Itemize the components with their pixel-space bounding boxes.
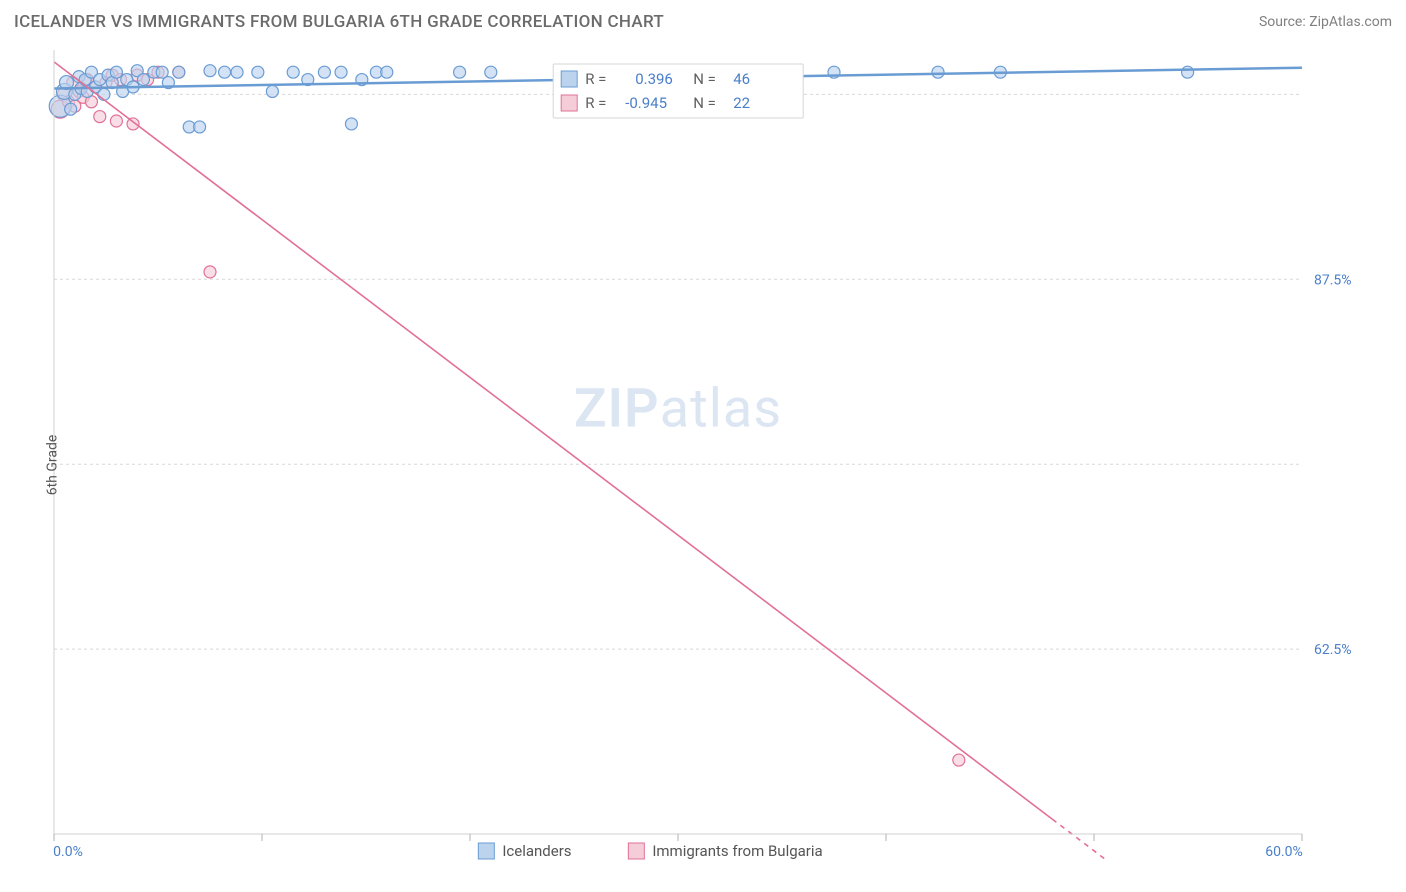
legend-swatch-bulgaria xyxy=(628,843,644,859)
stats-swatch-blue xyxy=(561,71,577,87)
data-point-icelanders xyxy=(485,66,497,78)
data-point-icelanders xyxy=(345,118,357,130)
data-point-icelanders xyxy=(110,66,122,78)
data-point-icelanders xyxy=(1182,66,1194,78)
chart-header: ICELANDER VS IMMIGRANTS FROM BULGARIA 6T… xyxy=(0,0,1406,38)
x-tick-label: 60.0% xyxy=(1265,844,1303,860)
data-point-bulgaria xyxy=(953,754,965,766)
stats-n-value: 22 xyxy=(733,94,750,112)
chart-title: ICELANDER VS IMMIGRANTS FROM BULGARIA 6T… xyxy=(14,12,664,32)
data-point-icelanders xyxy=(204,65,216,77)
chart-svg: 62.5% 87.5% ZIPatlas 0.0% 60.0% R = 0.396 N = 46… xyxy=(14,48,1392,882)
data-point-icelanders xyxy=(932,66,944,78)
data-point-icelanders xyxy=(231,66,243,78)
stats-r-value: -0.945 xyxy=(625,94,667,112)
stats-n-label: N = xyxy=(693,70,716,88)
stats-r-label: R = xyxy=(585,94,606,112)
data-point-icelanders xyxy=(173,66,185,78)
data-point-icelanders xyxy=(381,66,393,78)
watermark: ZIPatlas xyxy=(574,377,782,440)
data-point-bulgaria xyxy=(110,115,122,127)
data-point-icelanders xyxy=(335,66,347,78)
data-point-bulgaria xyxy=(204,266,216,278)
legend-label-icelanders: Icelanders xyxy=(502,842,571,860)
y-tick-label: 87.5% xyxy=(1314,272,1352,288)
data-point-icelanders xyxy=(194,121,206,133)
data-point-icelanders xyxy=(287,66,299,78)
y-tick-label: 62.5% xyxy=(1314,642,1352,658)
stats-n-value: 46 xyxy=(733,70,750,88)
data-point-icelanders xyxy=(318,66,330,78)
stats-n-label: N = xyxy=(693,94,716,112)
legend-swatch-icelanders xyxy=(478,843,494,859)
stats-r-value: 0.396 xyxy=(635,70,673,88)
stats-swatch-pink xyxy=(561,95,577,111)
legend-label-bulgaria: Immigrants from Bulgaria xyxy=(652,842,822,860)
data-point-icelanders xyxy=(266,85,278,97)
data-point-icelanders xyxy=(252,66,264,78)
data-point-icelanders xyxy=(219,66,231,78)
y-axis-label: 6th Grade xyxy=(44,435,60,496)
data-point-icelanders xyxy=(98,88,110,100)
data-point-icelanders xyxy=(65,103,77,115)
data-point-bulgaria xyxy=(94,111,106,123)
data-point-icelanders xyxy=(137,74,149,86)
x-tick-label: 0.0% xyxy=(53,844,83,860)
chart-container: 6th Grade 62.5% 87.5% ZIPatlas 0.0% 60.0% R =… xyxy=(14,48,1392,882)
data-point-icelanders xyxy=(454,66,466,78)
chart-source: Source: ZipAtlas.com xyxy=(1259,14,1392,30)
stats-r-label: R = xyxy=(585,70,606,88)
data-point-bulgaria xyxy=(127,118,139,130)
